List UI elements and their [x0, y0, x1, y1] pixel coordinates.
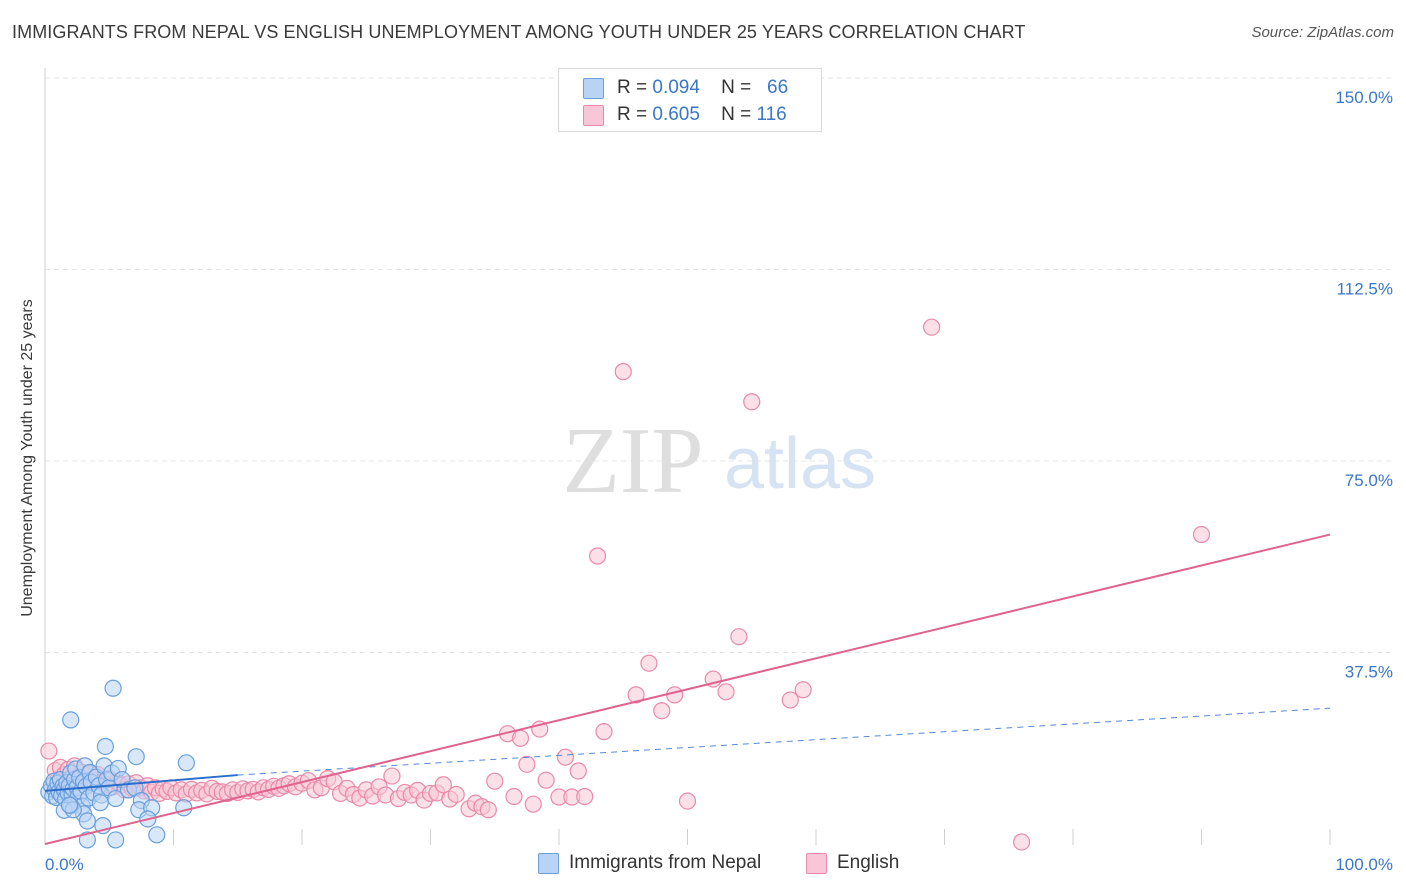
gridlines	[45, 77, 1393, 653]
x-axis-ticks	[44, 829, 1331, 845]
nepal-trend-extension	[237, 707, 1331, 776]
english-point-104	[653, 702, 671, 720]
y-tick-label-2: 112.5%	[1337, 280, 1393, 299]
chart-title: IMMIGRANTS FROM NEPAL VS ENGLISH UNEMPLO…	[12, 22, 1026, 42]
english-point-93	[537, 771, 555, 789]
nepal-point-56	[96, 737, 114, 756]
english-trend-line	[44, 533, 1331, 845]
n-label: N =	[721, 77, 752, 98]
nepal-point-64	[107, 831, 125, 849]
y-tick-labels: 37.5% 75.0% 112.5% 150.0%	[1335, 88, 1393, 682]
english-point-108	[717, 683, 735, 701]
nepal-point-62	[148, 826, 166, 844]
english-point-112	[794, 681, 812, 699]
watermark-atlas: atlas	[724, 424, 876, 504]
english-point-86	[486, 772, 504, 790]
english-point-81	[447, 785, 465, 804]
english-point-88	[505, 787, 523, 806]
nepal-point-61	[177, 754, 195, 772]
english-point-106	[678, 792, 697, 810]
y-tick-label-3: 150.0%	[1335, 88, 1393, 107]
nepal-point-59	[175, 799, 193, 817]
english-point-105	[666, 686, 684, 704]
english-point-115	[1192, 525, 1211, 544]
english-point-71	[383, 767, 401, 785]
english-point-95	[556, 748, 575, 766]
n-value: 116	[756, 104, 787, 125]
english-point-110	[743, 393, 761, 411]
x-tick-label-min: 0.0%	[45, 855, 84, 874]
english-point-109	[730, 628, 748, 646]
english-point-90	[518, 755, 536, 773]
nepal-point-50	[78, 812, 97, 830]
english-point-100	[595, 723, 613, 741]
english-point-102	[627, 686, 645, 704]
y-tick-label-1: 75.0%	[1345, 471, 1393, 490]
english-point-79	[434, 776, 452, 794]
english-point-97	[569, 762, 587, 780]
legend-label-nepal: Immigrants from Nepal	[569, 852, 762, 873]
legend-label-english: English	[837, 852, 900, 873]
nepal-point-54	[62, 711, 80, 729]
x-tick-label-max: 100.0%	[1335, 855, 1393, 874]
nepal-point-63	[78, 831, 97, 849]
english-point-111	[781, 691, 799, 709]
english-swatch	[583, 105, 604, 126]
watermark-zip: ZIP	[563, 409, 704, 513]
english-point-0	[40, 742, 58, 760]
r-label: R =	[617, 104, 648, 125]
nepal-points	[40, 679, 195, 849]
english-point-101	[614, 363, 632, 381]
english-point-85	[479, 801, 497, 819]
nepal-point-53	[60, 796, 79, 814]
x-tick-labels: 0.0% 100.0%	[45, 855, 1393, 874]
y-tick-label-0: 37.5%	[1345, 663, 1393, 682]
english-point-114	[1012, 833, 1031, 851]
source-label: Source: ZipAtlas.com	[1251, 24, 1394, 41]
y-axis-title: Unemployment Among Youth under 25 years	[19, 299, 36, 617]
n-value: 66	[767, 77, 789, 98]
english-point-99	[588, 547, 607, 565]
english-point-89	[511, 729, 530, 747]
english-point-113	[923, 318, 941, 336]
nepal-point-60	[127, 748, 145, 766]
trend-lines	[44, 533, 1331, 845]
nepal-trend-line	[44, 774, 238, 792]
english-legend-swatch	[806, 853, 827, 874]
english-point-103	[640, 654, 658, 672]
nepal-point-55	[104, 679, 122, 697]
r-label: R =	[617, 77, 648, 98]
nepal-point-46	[91, 794, 109, 812]
series-legend: Immigrants from Nepal English	[0, 852, 1406, 878]
english-point-91	[524, 795, 542, 813]
nepal-swatch	[583, 78, 604, 99]
r-value: 0.605	[652, 104, 700, 125]
english-points	[40, 318, 1211, 851]
n-label: N =	[721, 104, 752, 125]
english-point-98	[576, 787, 594, 806]
nepal-legend-swatch	[538, 853, 559, 874]
r-value: 0.094	[652, 77, 700, 98]
stats-legend: R = 0.094 N = 66 R = 0.605 N = 116	[558, 68, 822, 132]
